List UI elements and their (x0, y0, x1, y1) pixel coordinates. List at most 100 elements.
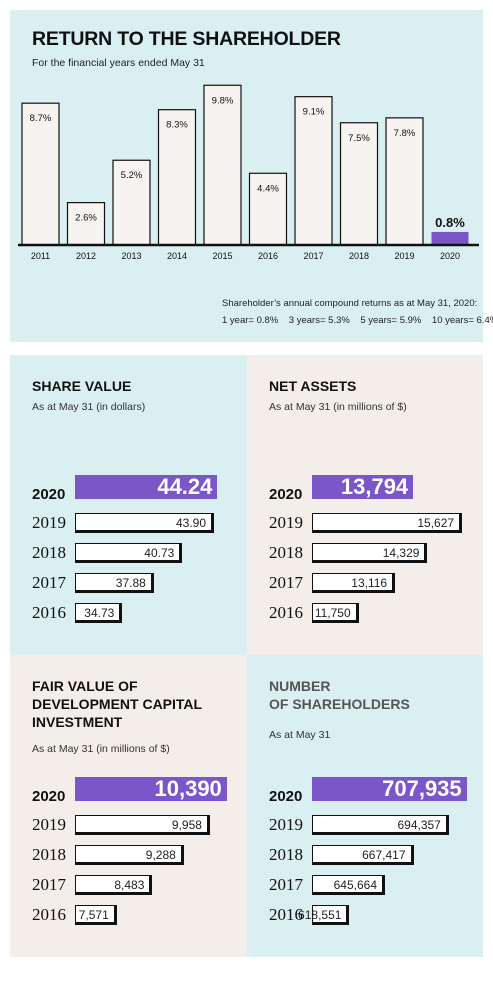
bar-2019: 9,958 (75, 815, 210, 835)
year-label-2020: 2020 (32, 486, 66, 503)
bar-value-2020: 10,390 (154, 776, 222, 801)
bar-2012 (66, 202, 106, 246)
net-assets-subtitle: As at May 31 (in millions of $) (269, 401, 407, 413)
bar-2017: 37.88 (75, 573, 154, 593)
year-label-2017: 2017 (269, 875, 303, 894)
x-tick-2018: 2018 (349, 251, 369, 261)
x-tick-2016: 2016 (258, 251, 278, 261)
bar-2014 (157, 109, 197, 246)
bar-value-2016: 34.73 (84, 606, 115, 620)
bar-2020: 44.24 (75, 474, 218, 499)
bar-2020 (431, 231, 469, 245)
bar-value-2016: 618,551 (298, 908, 342, 922)
year-label-2017: 2017 (269, 573, 303, 592)
bar-2016: 618,551 (298, 905, 350, 925)
compound-returns-note: Shareholder’s annual compound returns as… (222, 298, 478, 309)
year-label-2016: 2016 (269, 905, 303, 924)
net-assets-panel: NET ASSETS As at May 31 (in millions of … (247, 355, 483, 655)
return-title: RETURN TO THE SHAREHOLDER (32, 28, 341, 50)
x-tick-2013: 2013 (121, 251, 141, 261)
x-tick-2015: 2015 (212, 251, 232, 261)
year-label-2019: 2019 (269, 513, 303, 532)
return-bar-chart: 8.7% 2011 2.6% 2012 5.2% 2013 8.3% 2014 9.8% 2015… (18, 84, 479, 261)
x-tick-2011: 2011 (31, 251, 50, 261)
year-label-2019: 2019 (32, 815, 66, 834)
year-label-2017: 2017 (32, 573, 66, 592)
share-value-panel: SHARE VALUE As at May 31 (in dollars) 20… (10, 355, 247, 655)
bar-value-2016: 11,750 (314, 606, 351, 620)
x-tick-2014: 2014 (167, 251, 187, 261)
share-value-title: SHARE VALUE (32, 378, 132, 394)
bar-value-2017: 37.88 (115, 576, 146, 590)
bar-2016: 7,571 (75, 905, 117, 925)
year-label-2020: 2020 (32, 788, 66, 805)
fair-value-subtitle: As at May 31 (in millions of $) (32, 743, 170, 755)
return-subtitle: For the financial years ended May 31 (32, 57, 205, 69)
bar-value-2017: 8,483 (114, 878, 145, 892)
bar-value-2019: 43.90 (175, 516, 206, 530)
year-label-2018: 2018 (269, 543, 303, 562)
year-label-2016: 2016 (32, 905, 66, 924)
bar-2017: 645,664 (312, 875, 385, 895)
bar-2013 (112, 159, 151, 246)
bar-value-2018: 9,288 (145, 848, 176, 862)
bar-2019: 694,357 (312, 815, 449, 835)
bar-label-2017: 9.1% (303, 107, 325, 118)
bar-2020: 10,390 (75, 777, 227, 801)
bar-2011 (21, 102, 60, 246)
bar-value-2018: 40.73 (144, 546, 175, 560)
bar-label-2016: 4.4% (257, 183, 279, 194)
bar-label-2011: 8.7% (30, 113, 52, 124)
year-label-2018: 2018 (269, 845, 303, 864)
net-assets-title: NET ASSETS (269, 378, 357, 394)
bar-value-2019: 694,357 (397, 818, 441, 832)
bar-value-2019: 9,958 (171, 818, 202, 832)
bar-value-2019: 15,627 (417, 516, 455, 530)
compound-returns-values: 1 year= 0.8% 3 years= 5.3% 5 years= 5.9%… (222, 315, 493, 326)
bar-2020: 13,794 (312, 475, 414, 499)
year-label-2016: 2016 (269, 603, 303, 622)
shareholders-subtitle: As at May 31 (269, 729, 331, 741)
bar-2018 (339, 122, 379, 246)
shareholders-title: NUMBER OF SHAREHOLDERS (269, 678, 410, 712)
return-panel: RETURN TO THE SHAREHOLDER For the financ… (10, 10, 493, 342)
year-label-2018: 2018 (32, 845, 66, 864)
bar-2017: 8,483 (75, 875, 153, 895)
bar-label-2019: 7.8% (394, 128, 416, 139)
bar-2019: 15,627 (312, 513, 463, 533)
bar-2018: 40.73 (75, 543, 183, 563)
bar-2016: 11,750 (312, 603, 359, 623)
bar-value-2020: 44.24 (157, 474, 213, 499)
year-label-2019: 2019 (32, 513, 66, 532)
bar-2015 (203, 84, 242, 246)
bar-value-2018: 14,329 (382, 546, 420, 560)
year-label-2019: 2019 (269, 815, 303, 834)
x-tick-2019: 2019 (394, 251, 414, 261)
bar-value-2020: 707,935 (382, 776, 462, 801)
bar-2016: 34.73 (75, 603, 123, 623)
bar-2018: 14,329 (312, 543, 428, 563)
x-tick-2020: 2020 (440, 251, 460, 261)
x-tick-2012: 2012 (76, 251, 96, 261)
share-value-subtitle: As at May 31 (in dollars) (32, 401, 146, 413)
shareholders-panel: NUMBER OF SHAREHOLDERS As at May 31 2020… (247, 655, 483, 957)
bar-value-2018: 667,417 (362, 848, 406, 862)
year-label-2018: 2018 (32, 543, 66, 562)
bar-2018: 9,288 (75, 845, 184, 865)
x-tick-2017: 2017 (303, 251, 323, 261)
year-label-2020: 2020 (269, 788, 303, 805)
bar-label-2020: 0.8% (435, 215, 465, 230)
year-label-2016: 2016 (32, 603, 66, 622)
bar-2019: 43.90 (75, 513, 214, 533)
fair-value-panel: FAIR VALUE OF DEVELOPMENT CAPITAL INVEST… (10, 655, 247, 957)
bar-2016 (248, 172, 288, 246)
year-label-2020: 2020 (269, 486, 303, 503)
bar-2020: 707,935 (312, 777, 467, 801)
fair-value-title: FAIR VALUE OF DEVELOPMENT CAPITAL INVEST… (32, 678, 203, 730)
bar-label-2013: 5.2% (121, 170, 143, 181)
bar-value-2017: 13,116 (351, 576, 388, 590)
bar-label-2014: 8.3% (166, 120, 188, 131)
bar-2017 (294, 96, 333, 246)
bar-label-2012: 2.6% (75, 213, 97, 224)
bar-label-2015: 9.8% (212, 95, 234, 106)
